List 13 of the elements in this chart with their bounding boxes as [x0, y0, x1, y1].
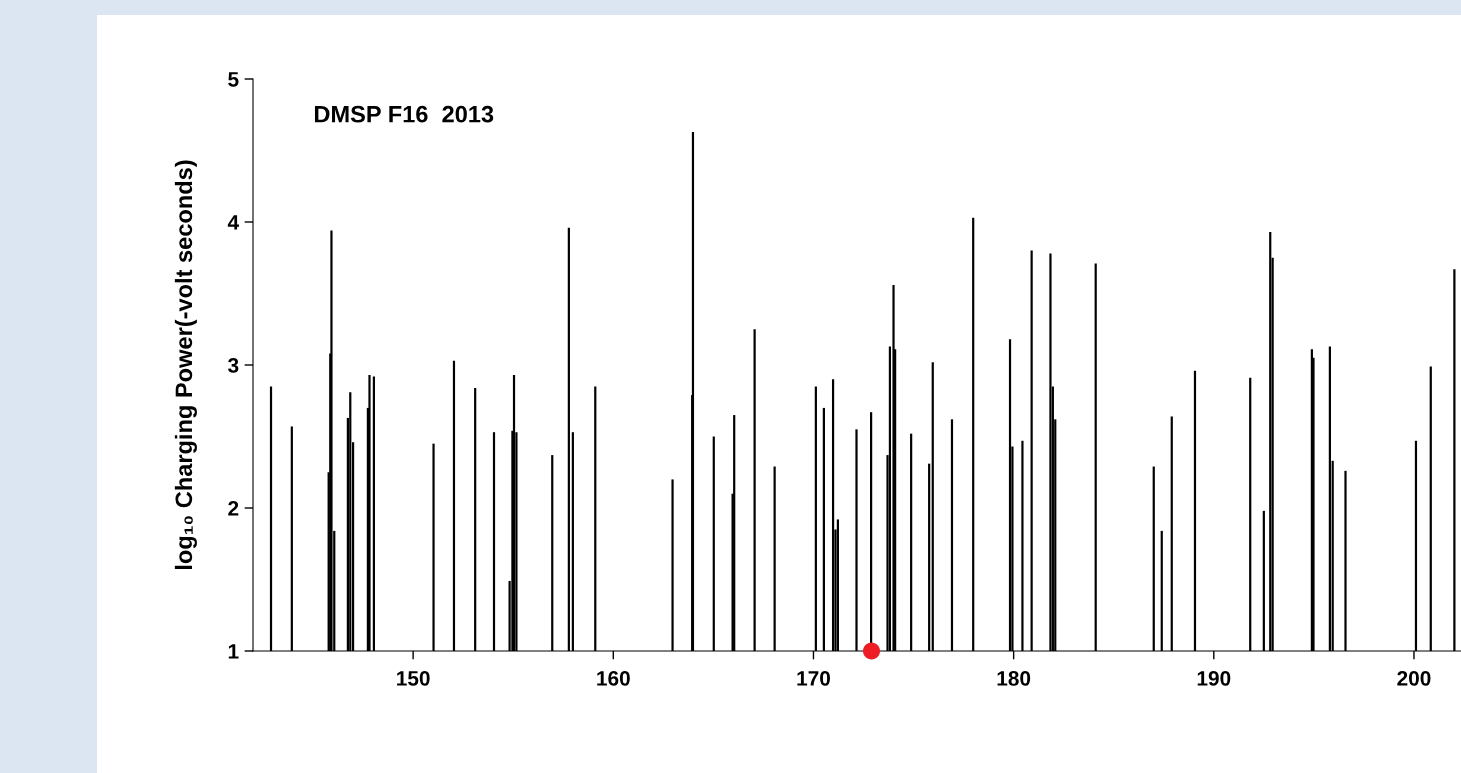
x-tick-label: 170 [797, 670, 830, 686]
x-tick-label: 150 [397, 670, 430, 686]
x-tick-label: 160 [597, 670, 630, 686]
y-tick-label: 5 [228, 72, 239, 87]
x-tick-label: 190 [1197, 670, 1231, 686]
y-tick-label: 2 [228, 501, 239, 516]
y-axis-title: log₁₀ Charging Power(-volt seconds) [174, 160, 197, 569]
x-tick-label: 200 [1397, 670, 1431, 686]
y-tick-label: 4 [227, 215, 239, 230]
y-tick-label: 3 [228, 358, 239, 373]
x-tick-label: 180 [997, 670, 1031, 686]
text: DMSP F16 2013 [314, 105, 494, 123]
y-tick-label: 1 [228, 644, 239, 659]
